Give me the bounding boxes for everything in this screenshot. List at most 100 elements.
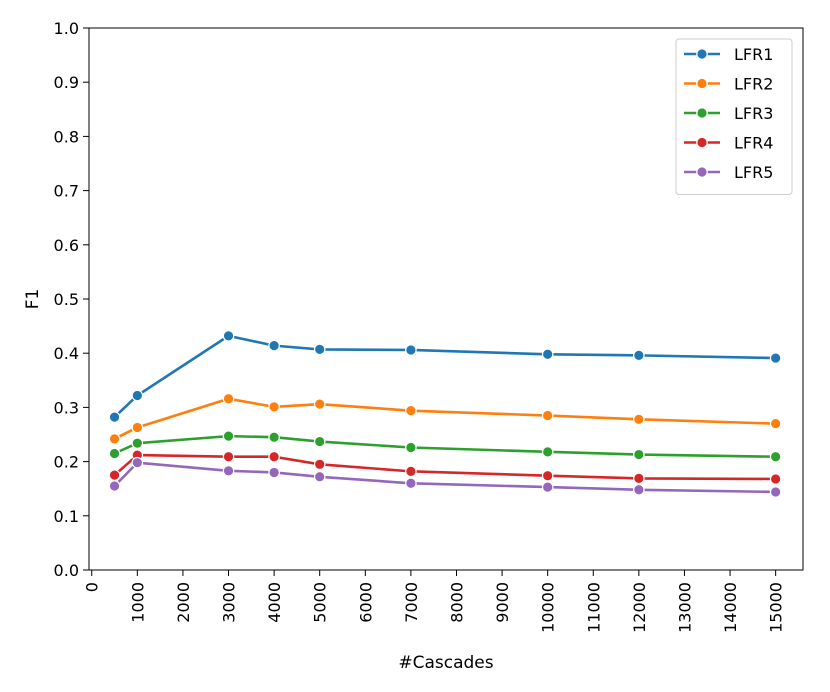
data-point <box>769 417 782 430</box>
data-point <box>405 441 417 454</box>
data-point <box>108 433 121 445</box>
x-tick-label: 15000 <box>767 582 786 633</box>
x-tick-label: 8000 <box>447 582 466 623</box>
legend: LFR1 LFR2 LFR3 LFR4 LFR5 <box>675 38 793 195</box>
data-point <box>108 411 121 423</box>
y-tick-label: 0.2 <box>54 453 79 472</box>
data-point <box>313 343 326 356</box>
data-point <box>313 398 326 410</box>
data-point <box>405 477 417 490</box>
data-point <box>541 446 554 458</box>
data-point <box>222 330 235 342</box>
data-point <box>541 469 554 482</box>
x-tick-label: 4000 <box>265 582 284 623</box>
y-tick-label: 0.6 <box>54 236 79 255</box>
data-point <box>222 465 235 477</box>
data-point <box>541 348 554 361</box>
series-lfr4 <box>108 449 782 485</box>
data-point <box>268 450 280 463</box>
data-point <box>108 480 121 492</box>
data-point <box>541 409 554 422</box>
legend-label: LFR1 <box>734 45 773 64</box>
data-point <box>541 481 554 493</box>
y-axis-label: F1 <box>23 289 43 310</box>
data-point <box>769 473 782 485</box>
y-tick-label: 1.0 <box>54 19 79 38</box>
data-point <box>633 413 645 426</box>
legend-item-lfr4: LFR4 <box>684 134 773 153</box>
series-lfr1 <box>108 330 782 423</box>
legend-box <box>675 38 793 195</box>
data-point <box>108 469 121 481</box>
series-line-lfr4 <box>113 453 777 481</box>
data-point <box>131 389 144 402</box>
data-point <box>313 458 326 471</box>
x-tick-label: 9000 <box>493 582 512 623</box>
data-point <box>268 339 280 352</box>
series-lfr2 <box>108 392 782 445</box>
series-lfr5 <box>108 456 782 498</box>
legend-item-lfr5: LFR5 <box>684 163 773 182</box>
y-tick-label: 0.3 <box>54 398 79 417</box>
x-tick-label: 11000 <box>584 582 603 633</box>
y-tick-label: 0.8 <box>54 127 79 146</box>
data-point <box>131 437 144 449</box>
data-point <box>222 392 235 405</box>
data-point <box>313 470 326 483</box>
y-tick-label: 0.0 <box>54 561 79 580</box>
x-tick-label: 6000 <box>356 582 375 623</box>
y-tick-label: 0.1 <box>54 507 79 526</box>
legend-marker <box>696 48 708 60</box>
x-tick-label: 2000 <box>174 582 193 623</box>
data-point <box>633 349 645 362</box>
x-tick-label: 3000 <box>220 582 239 623</box>
data-point <box>769 486 782 498</box>
data-point <box>268 466 280 479</box>
y-tick-label: 0.5 <box>54 290 79 309</box>
legend-item-lfr2: LFR2 <box>684 75 773 94</box>
legend-item-lfr3: LFR3 <box>684 104 773 123</box>
legend-label: LFR5 <box>734 163 773 182</box>
legend-marker <box>696 136 708 149</box>
legend-marker <box>696 77 708 90</box>
data-point <box>769 450 782 463</box>
data-point <box>131 421 144 434</box>
x-tick-label: 0 <box>83 582 102 592</box>
data-point <box>131 456 144 469</box>
x-tick-label: 10000 <box>539 582 558 633</box>
data-point <box>222 430 235 442</box>
data-point <box>222 450 235 463</box>
x-axis: 0 1000 2000 3000 4000 5000 6000 7000 8000 9000 100… <box>83 570 786 633</box>
y-tick-label: 0.7 <box>54 182 79 201</box>
data-point <box>268 401 280 413</box>
data-point <box>769 352 782 364</box>
x-tick-label: 13000 <box>675 582 694 633</box>
data-point <box>633 448 645 461</box>
legend-marker <box>696 166 708 178</box>
series-line-lfr3 <box>113 434 777 459</box>
legend-label: LFR4 <box>734 134 773 153</box>
y-tick-label: 0.9 <box>54 73 79 92</box>
series-line-lfr1 <box>113 334 777 419</box>
x-tick-label: 14000 <box>721 582 740 633</box>
x-axis-label: #Cascades <box>398 653 493 673</box>
legend-label: LFR2 <box>734 75 773 94</box>
data-point <box>633 483 645 496</box>
y-axis: 0.0 0.1 0.2 0.3 0.4 0.5 0.6 0.7 0.8 0.9 1.0 <box>54 19 89 580</box>
x-tick-label: 7000 <box>402 582 421 623</box>
data-point <box>405 404 417 417</box>
data-point <box>405 465 417 478</box>
x-tick-label: 12000 <box>630 582 649 633</box>
legend-label: LFR3 <box>734 104 773 123</box>
data-point <box>633 472 645 485</box>
data-point <box>405 344 417 356</box>
legend-item-lfr1: LFR1 <box>684 45 773 64</box>
series-layer <box>108 330 782 498</box>
x-tick-label: 5000 <box>311 582 330 623</box>
data-point <box>108 447 121 460</box>
legend-marker <box>696 107 708 119</box>
data-point <box>313 435 326 448</box>
data-point <box>268 431 280 444</box>
series-lfr3 <box>108 430 782 463</box>
